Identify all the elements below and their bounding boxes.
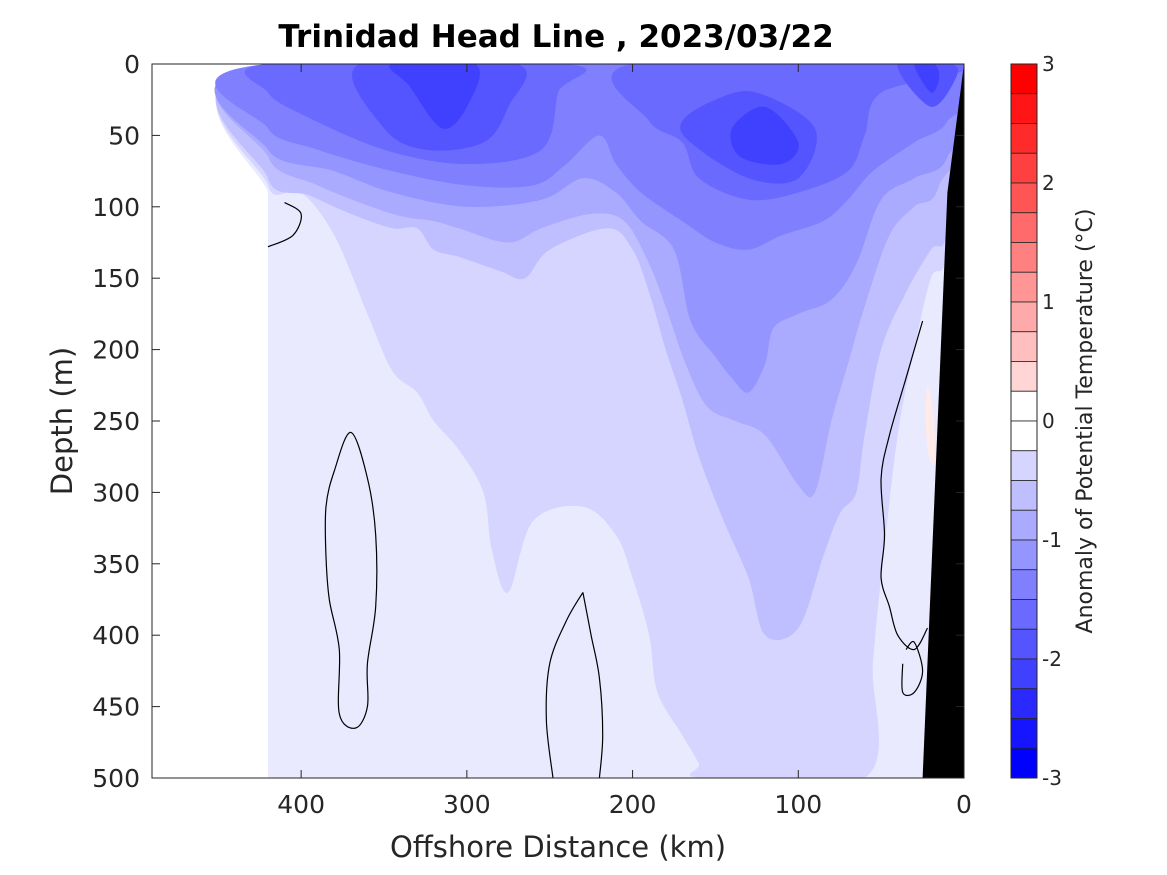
y-tick-label: 200 [92, 336, 140, 365]
colorbar-cell [1010, 63, 1038, 95]
y-tick-label: 50 [108, 121, 140, 150]
colorbar-tick-label: -3 [1042, 766, 1062, 790]
x-tick-label: 200 [609, 790, 657, 819]
colorbar-cell [1010, 747, 1038, 779]
y-tick-label: 150 [92, 264, 140, 293]
x-tick-label: 100 [774, 790, 822, 819]
colorbar-cell [1010, 450, 1038, 481]
zero-contour-line [880, 320, 929, 651]
colorbar-cell [1010, 361, 1038, 392]
contour-fill-region [730, 106, 799, 165]
zero-contour-line [267, 201, 302, 248]
contour-fill-region [914, 64, 940, 93]
y-tick-label: 250 [92, 407, 140, 436]
contour-fills [214, 64, 964, 778]
colorbar-label: Anomaly of Potential Temperature (°C) [1073, 209, 1098, 634]
y-tick-label: 500 [92, 764, 140, 793]
colorbar-cell [1010, 628, 1038, 660]
contour-fill-region [925, 385, 936, 465]
x-axis-label: Offshore Distance (km) [390, 830, 726, 864]
y-tick-label: 300 [92, 478, 140, 507]
colorbar-cell [1010, 242, 1038, 273]
colorbar-cell [1010, 93, 1038, 124]
y-axis-ticks: 0 50 100 150 200 250 300 350 400 450 500 [92, 50, 964, 793]
x-axis-ticks: 400 300 200 100 0 [277, 64, 972, 819]
colorbar-cell [1010, 688, 1038, 719]
y-tick-label: 400 [92, 621, 140, 650]
bathymetry-mask [922, 64, 964, 778]
zero-contour-line [582, 592, 604, 778]
colorbar-cell [1010, 390, 1038, 422]
x-tick-label: 400 [277, 790, 325, 819]
colorbar-cells [1010, 63, 1038, 779]
y-tick-label: 450 [92, 693, 140, 722]
zero-contour-line [901, 640, 924, 697]
colorbar-cell [1010, 509, 1038, 541]
colorbar-tick-label: 2 [1042, 171, 1055, 195]
colorbar-cell [1010, 301, 1038, 333]
colorbar-cell [1010, 658, 1038, 690]
colorbar-cell [1010, 569, 1038, 600]
colorbar-cell [1010, 123, 1038, 154]
colorbar-frame [1010, 63, 1038, 779]
colorbar-tick-label: -1 [1042, 528, 1062, 552]
plot-area: 400 300 200 100 0 0 50 100 150 200 250 300 350 400 45… [92, 50, 972, 819]
zero-contour-lines [267, 201, 929, 778]
colorbar-cell [1010, 212, 1038, 243]
y-tick-label: 350 [92, 550, 140, 579]
colorbar-ticks: 3 2 1 0 -1 -2 -3 [1042, 52, 1062, 790]
colorbar-cell [1010, 420, 1038, 452]
zero-contour-line [545, 592, 584, 778]
x-tick-label: 300 [443, 790, 491, 819]
colorbar-cell [1010, 539, 1038, 571]
contour-fill-region [389, 64, 480, 129]
colorbar-tick-label: -2 [1042, 647, 1062, 671]
chart-title: Trinidad Head Line , 2023/03/22 [278, 19, 833, 55]
colorbar-cell [1010, 718, 1038, 749]
colorbar-cell [1010, 331, 1038, 362]
colorbar-tick-label: 0 [1042, 409, 1055, 433]
colorbar-cell [1010, 599, 1038, 630]
y-tick-label: 0 [124, 50, 140, 79]
y-axis-label: Depth (m) [45, 347, 79, 495]
colorbar-cell [1010, 271, 1038, 303]
bathymetry-polygon [922, 64, 964, 778]
colorbar: 3 2 1 0 -1 -2 -3 Anomaly of Potential Temperat… [1010, 52, 1098, 790]
colorbar-cell [1010, 182, 1038, 214]
y-tick-label: 100 [92, 193, 140, 222]
colorbar-cell [1010, 152, 1038, 184]
colorbar-tick-label: 1 [1042, 290, 1055, 314]
colorbar-cell [1010, 480, 1038, 511]
x-tick-label: 0 [956, 790, 972, 819]
colorbar-tick-label: 3 [1042, 52, 1055, 76]
zero-contour-line [324, 431, 378, 729]
